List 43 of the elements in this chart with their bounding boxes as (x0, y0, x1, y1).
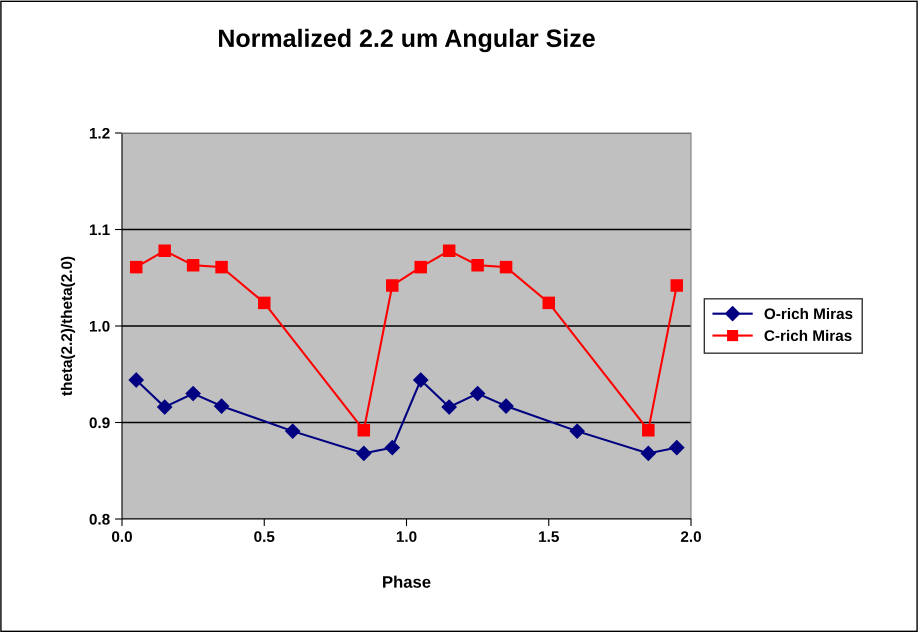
y-axis-title: theta(2.2)/theta(2.0) (60, 256, 76, 396)
point (186, 258, 200, 272)
point (442, 399, 457, 415)
legend-label: C-rich Miras (764, 330, 852, 342)
point (413, 372, 428, 388)
y-tick-label: 1.0 (90, 320, 110, 332)
point (669, 440, 684, 456)
point (158, 244, 171, 257)
point (542, 296, 555, 310)
point (500, 260, 512, 274)
x-tick-label: 1.5 (539, 531, 559, 542)
chart-title: Normalized 2.2 um Angular Size (219, 28, 595, 52)
point (384, 440, 400, 456)
point (128, 372, 144, 388)
x-tick-label: 2.0 (680, 531, 701, 542)
point (215, 260, 228, 274)
point (640, 446, 656, 461)
point (570, 424, 585, 439)
legend-label: O-rich Miras (764, 308, 852, 320)
point (285, 424, 300, 439)
point (670, 279, 684, 292)
point (442, 244, 456, 257)
point (642, 424, 655, 436)
point (471, 258, 484, 272)
x-axis-title: Phase (383, 576, 430, 588)
point (470, 386, 486, 402)
x-tick-label: 1.0 (396, 531, 416, 542)
point (356, 446, 372, 461)
x-tick-label: 0.0 (112, 531, 132, 542)
y-tick-label: 1.2 (90, 128, 110, 139)
point (386, 279, 399, 292)
y-tick-label: 1.1 (90, 224, 110, 236)
point (358, 424, 370, 436)
point (157, 399, 172, 415)
x-tick-label: 0.5 (254, 531, 274, 542)
point (130, 260, 142, 274)
point (414, 260, 427, 274)
point (498, 398, 514, 414)
y-tick-label: 0.9 (90, 417, 110, 428)
point (186, 386, 201, 402)
point (258, 296, 270, 310)
y-tick-label: 0.8 (90, 514, 110, 525)
point (214, 398, 230, 414)
